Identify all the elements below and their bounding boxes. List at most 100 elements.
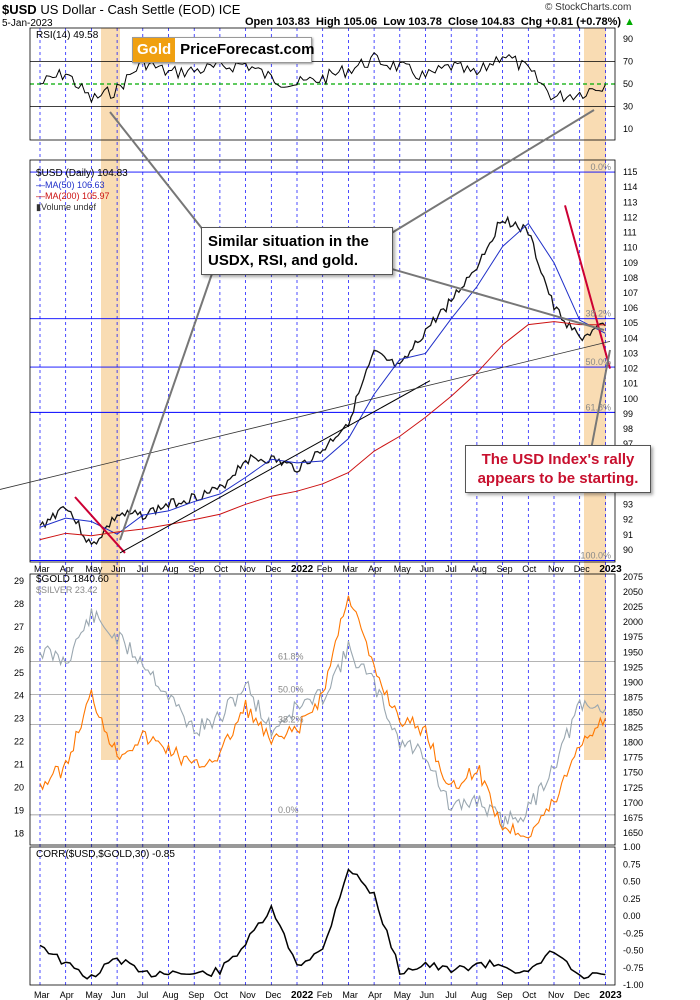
corr-y-tick: 0.25: [623, 894, 641, 904]
silver-y-tick: 29: [14, 576, 24, 586]
rsi-y-tick: 30: [623, 101, 633, 111]
usd-y-tick: 92: [623, 515, 633, 525]
callout-pointer-2: [379, 109, 595, 241]
callout-similar-situation: Similar situation in the USDX, RSI, and …: [201, 227, 393, 275]
trend-red-1: [74, 496, 126, 554]
hl-1: [101, 28, 120, 760]
x-tick-label: 2022: [291, 990, 314, 1000]
usd-y-tick: 100: [623, 394, 638, 404]
x-tick-label: May: [394, 990, 412, 1000]
ma50-line: [39, 222, 606, 535]
gold-y-tick: 2050: [623, 587, 643, 597]
close-value: Close 104.83: [448, 16, 515, 28]
x-tick-label: 2022: [291, 564, 314, 575]
usd-y-tick: 110: [623, 243, 637, 253]
corr-y-tick: 0.50: [623, 877, 641, 887]
usd-y-tick: 93: [623, 500, 633, 510]
corr-y-tick: 0.75: [623, 859, 641, 869]
corr-y-tick: -0.75: [623, 963, 644, 973]
usd-y-tick: 105: [623, 318, 638, 328]
panel-rsi: [29, 27, 616, 141]
x-tick-label: May: [85, 564, 103, 574]
rsi-y-tick: 90: [623, 34, 633, 44]
x-tick-label: Jul: [137, 564, 149, 574]
gold-y-tick: 2075: [623, 572, 643, 582]
grid-lines: [30, 28, 615, 985]
x-tick-label: Jul: [445, 990, 457, 1000]
x-tick-label: Oct: [522, 990, 537, 1000]
x-tick-label: Mar: [34, 564, 50, 574]
x-tick-label: Jun: [111, 990, 126, 1000]
site-logo: Gold PriceForecast.com: [132, 37, 315, 63]
legend-volume: ▮Volume undef: [36, 202, 96, 212]
silver-y-tick: 20: [14, 783, 24, 793]
x-tick-label: Sep: [497, 564, 513, 574]
usd-y-tick: 98: [623, 424, 633, 434]
highlight-regions: [101, 28, 606, 760]
usd-y-tick: 115: [623, 167, 637, 177]
callout-usd-rally: The USD Index's rally appears to be star…: [465, 445, 651, 493]
usd-y-tick: 90: [623, 545, 633, 555]
up-arrow-icon: ▲: [624, 16, 636, 28]
silver-y-tick: 18: [14, 829, 24, 839]
legend-ma50: —MA(50) 106.63: [36, 180, 105, 190]
x-tick-label: 2023: [599, 564, 622, 575]
x-tick-label: 2023: [599, 990, 622, 1000]
logo-site: PriceForecast.com: [180, 41, 315, 58]
panel-usd: [29, 159, 616, 563]
callout-pointer-4: [119, 264, 216, 541]
x-tick-label: Aug: [163, 990, 179, 1000]
corr-y-tick: 0.00: [623, 911, 641, 921]
silver-y-tick: 23: [14, 714, 24, 724]
exchange: ICE: [218, 2, 241, 17]
fib-label: 0.0%: [590, 162, 611, 172]
gold-y-tick: 2025: [623, 602, 643, 612]
gold-y-tick: 1850: [623, 708, 643, 718]
callout-pointer-1: [109, 111, 216, 246]
gold-fib-label: 50.0%: [278, 684, 304, 694]
silver-y-tick: 28: [14, 599, 24, 609]
logo-gold: Gold: [133, 38, 176, 62]
watermark: © StockCharts.com: [545, 2, 632, 13]
usd-y-tick: 109: [623, 258, 638, 268]
usd-y-tick: 107: [623, 288, 638, 298]
x-tick-label: Apr: [368, 564, 382, 574]
rsi-y-tick: 50: [623, 79, 633, 89]
x-tick-label: Jun: [420, 564, 435, 574]
open-value: Open 103.83: [245, 16, 310, 28]
corr-title: CORR($USD,$GOLD,30) -0.85: [36, 849, 175, 860]
x-tick-label: Jun: [420, 990, 435, 1000]
usd-y-tick: 108: [623, 273, 638, 283]
x-tick-label: Dec: [265, 564, 282, 574]
silver-line: [39, 608, 606, 831]
fib-label: 38.2%: [585, 309, 611, 319]
chart-date: 5-Jan-2023: [2, 18, 53, 29]
x-tick-label: Nov: [240, 564, 257, 574]
chart-header-title: $USD US Dollar - Cash Settle (EOD) ICE: [2, 2, 240, 17]
x-tick-label: Mar: [342, 990, 358, 1000]
instrument-name: US Dollar - Cash Settle (EOD): [40, 2, 216, 17]
gold-y-tick: 1675: [623, 813, 643, 823]
usd-y-tick: 97: [623, 439, 633, 449]
x-tick-label: Nov: [548, 564, 565, 574]
gold-y-tick: 1825: [623, 723, 643, 733]
usd-y-tick: 112: [623, 212, 637, 222]
usd-y-tick: 99: [623, 409, 633, 419]
x-tick-label: Oct: [214, 564, 229, 574]
high-value: High 105.06: [315, 16, 378, 28]
x-tick-label: May: [394, 564, 412, 574]
corr-line: [39, 868, 606, 980]
fib-label: 50.0%: [585, 357, 611, 367]
corr-y-tick: 1.00: [623, 842, 641, 852]
gold-y-tick: 1725: [623, 783, 643, 793]
usd-y-tick: 101: [623, 379, 638, 389]
silver-y-tick: 27: [14, 622, 24, 632]
rsi-line: [39, 51, 606, 104]
usd-y-tick: 114: [623, 182, 637, 192]
corr-y-tick: -0.25: [623, 928, 644, 938]
gold-y-tick: 2000: [623, 617, 643, 627]
ohlc-readout: Open 103.83 High 105.06 Low 103.78 Close…: [245, 16, 635, 28]
corr-y-tick: -0.50: [623, 946, 644, 956]
change-value: Chg +0.81 (+0.78%): [520, 16, 622, 28]
